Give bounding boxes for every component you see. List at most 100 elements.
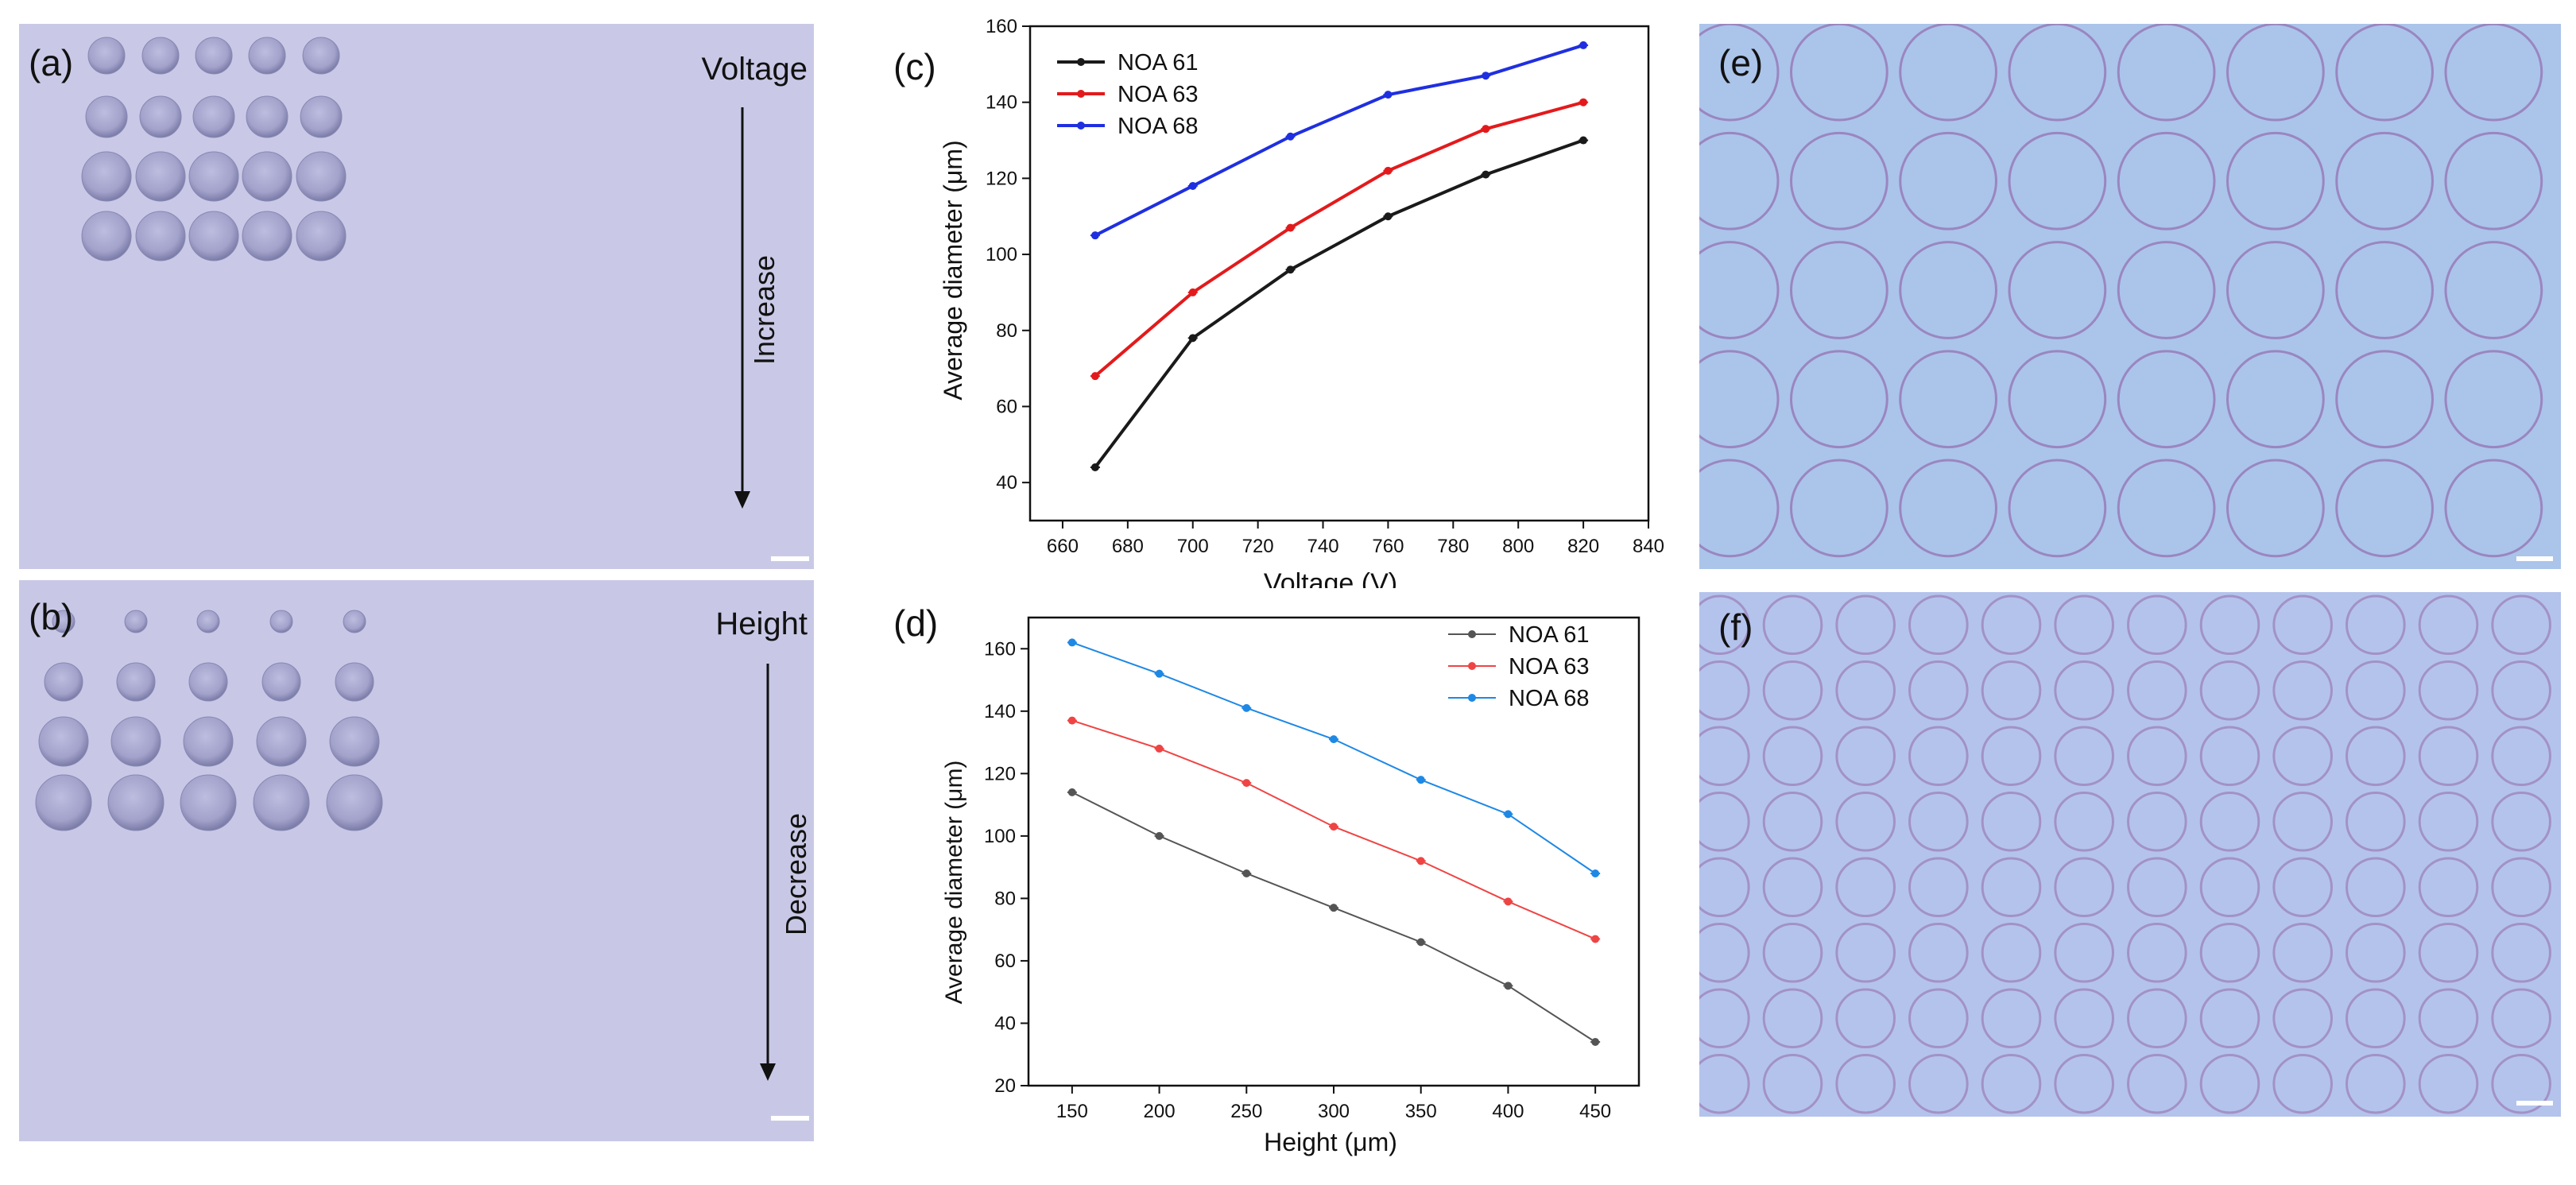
y-tick-label: 40 [994, 1013, 1016, 1034]
panel-e-image: (e) [1699, 24, 2561, 569]
panel-a-droplet [296, 152, 346, 201]
panel-a-droplet [242, 211, 292, 261]
x-tick-label: 720 [1242, 536, 1274, 557]
panel-a-droplet [249, 37, 285, 74]
x-tick-label: 700 [1177, 536, 1209, 557]
series-line-noa-61 [1095, 141, 1583, 467]
panel-a-title: Voltage [702, 52, 808, 87]
panel-b-droplet [335, 663, 374, 701]
x-tick-label: 780 [1437, 536, 1469, 557]
y-tick-label: 160 [984, 638, 1016, 660]
x-tick-label: 450 [1579, 1101, 1611, 1122]
legend-label: NOA 63 [1509, 654, 1590, 680]
y-tick-label: 100 [986, 244, 1017, 265]
panel-e-micrograph: (e) [1699, 24, 2561, 569]
x-tick-label: 820 [1567, 536, 1599, 557]
panel-c-chart: (c) 660 680 700 720 740 760 780 800 820 840 40 60 80… [882, 0, 1677, 588]
panel-e-label: (e) [1718, 42, 1763, 83]
panel-a-droplet [86, 96, 127, 137]
panel-f-micrograph: (f) [1699, 592, 2561, 1117]
panel-b-droplet [184, 717, 233, 766]
x-tick-label: 350 [1405, 1101, 1437, 1122]
panel-f-label: (f) [1718, 606, 1753, 648]
legend-marker [1077, 90, 1085, 98]
panel-a-droplet [136, 152, 185, 201]
panel-a-droplet [246, 96, 288, 137]
legend-marker [1468, 694, 1476, 702]
y-tick-label: 100 [984, 826, 1016, 847]
y-tick-label: 60 [994, 951, 1016, 972]
x-tick-label: 250 [1230, 1101, 1262, 1122]
panel-a-droplet [88, 37, 125, 74]
x-tick-label: 760 [1372, 536, 1404, 557]
panel-a-droplet [189, 152, 238, 201]
y-tick-label: 120 [986, 168, 1017, 189]
y-tick-label: 160 [986, 16, 1017, 37]
panel-a-droplet [303, 37, 339, 74]
panel-f-image: (f) [1699, 592, 2561, 1117]
panel-b-droplet [257, 717, 306, 766]
panel-a-droplet [136, 211, 185, 261]
panel-a-droplet [196, 37, 232, 74]
panel-a-micrograph: (a) Voltage Increase [19, 24, 814, 569]
x-tick-label: 840 [1633, 536, 1664, 557]
x-tick-label: 200 [1144, 1101, 1176, 1122]
panel-a-droplet [140, 96, 181, 137]
panel-b-droplet [254, 775, 309, 831]
panel-b-micrograph: (b) Height Decrease [19, 580, 814, 1141]
panel-f-background [1699, 592, 2561, 1117]
panel-b-droplet [117, 663, 155, 701]
legend-marker [1468, 662, 1476, 670]
legend-marker [1077, 58, 1085, 66]
legend-label: NOA 63 [1118, 82, 1199, 107]
chart-d-xlabel: Height (μm) [1264, 1128, 1397, 1156]
panel-a-droplet [189, 211, 238, 261]
panel-b-scale-bar [771, 1116, 809, 1121]
panel-b-droplet [180, 775, 236, 831]
chart-c-xlabel: Voltage (V) [1264, 568, 1397, 588]
panel-b-droplet [108, 775, 164, 831]
panel-f-scale-bar [2516, 1101, 2553, 1106]
y-tick-label: 40 [996, 472, 1017, 494]
panel-a-droplet [242, 152, 292, 201]
y-tick-label: 120 [984, 763, 1016, 784]
y-tick-label: 80 [996, 320, 1017, 342]
legend-marker [1077, 122, 1085, 130]
panel-a-scale-bar [771, 556, 809, 561]
x-tick-label: 300 [1318, 1101, 1350, 1122]
y-tick-label: 140 [984, 701, 1016, 722]
legend-label: NOA 68 [1509, 686, 1590, 711]
panel-b-label: (b) [29, 596, 73, 637]
panel-a-arrow-text: Increase [748, 255, 781, 365]
panel-b-droplet [343, 610, 366, 633]
panel-b-droplet [327, 775, 382, 831]
x-tick-label: 800 [1502, 536, 1534, 557]
x-tick-label: 660 [1047, 536, 1079, 557]
panel-d-label: (d) [893, 602, 938, 644]
panel-a-droplet [142, 37, 179, 74]
panel-e-scale-bar [2516, 556, 2553, 561]
x-tick-label: 400 [1492, 1101, 1524, 1122]
x-tick-label: 680 [1112, 536, 1144, 557]
panel-a-droplet [193, 96, 234, 137]
panel-b-droplet [111, 717, 161, 766]
panel-a-label: (a) [29, 42, 73, 83]
y-tick-label: 20 [994, 1075, 1016, 1097]
panel-a-droplet [300, 96, 342, 137]
chart-d-ylabel: Average diameter (μm) [941, 761, 967, 1005]
panel-d-chart: (d) 150 200 250 300 350 400 450 20 40 60 80 100 120 1… [882, 588, 1677, 1185]
panel-b-droplet [262, 663, 300, 701]
panel-b-arrow-text: Decrease [780, 813, 812, 935]
x-tick-label: 150 [1056, 1101, 1088, 1122]
legend-marker [1468, 630, 1476, 638]
legend-label: NOA 61 [1118, 50, 1199, 76]
panel-b-droplet [45, 663, 83, 701]
y-tick-label: 60 [996, 396, 1017, 417]
panel-b-title: Height [715, 606, 808, 641]
panel-a-image: (a) Voltage Increase [19, 24, 814, 569]
panel-a-background [19, 24, 814, 569]
panel-b-droplet [330, 717, 379, 766]
chart-c-ylabel: Average diameter (μm) [939, 140, 967, 400]
panel-b-droplet [197, 610, 219, 633]
x-tick-label: 740 [1307, 536, 1339, 557]
